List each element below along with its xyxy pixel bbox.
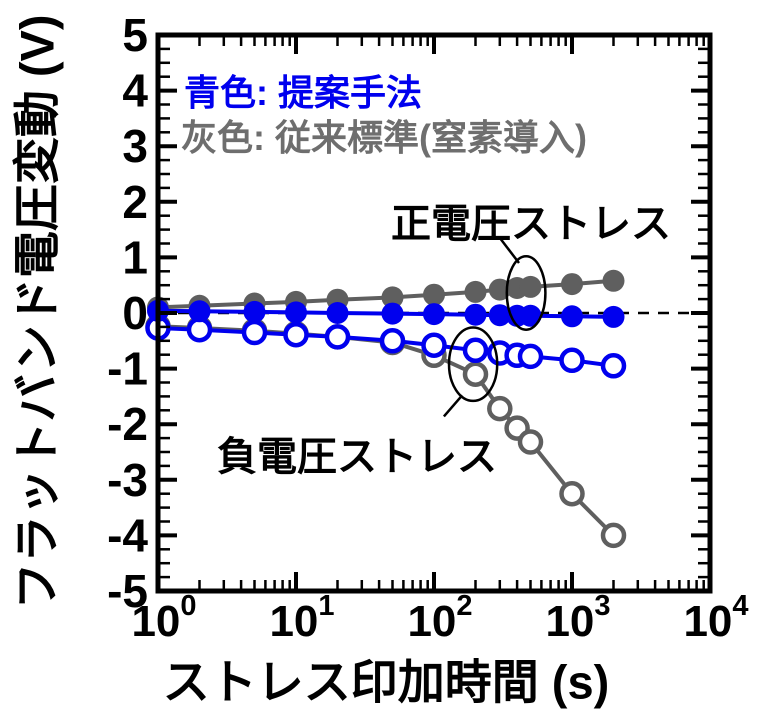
- x-tick-label: 104: [683, 590, 748, 646]
- y-tick-label: 1: [122, 231, 148, 283]
- y-tick-label: 2: [122, 176, 148, 228]
- y-tick-label: -1: [107, 343, 148, 395]
- annotation-pointer-line: [498, 237, 520, 264]
- x-tick-label: 101: [269, 590, 334, 646]
- x-axis-label: ストレス印加時間 (s): [162, 655, 610, 709]
- data-point: [602, 269, 625, 292]
- data-point: [283, 321, 309, 348]
- y-tick-label: -3: [107, 454, 148, 506]
- data-point: [517, 343, 544, 370]
- data-point: [381, 302, 404, 325]
- annotation-positive-voltage-stress: 正電圧ストレス: [391, 202, 671, 246]
- annotation-negative-voltage-stress: 負電圧ストレス: [217, 435, 497, 479]
- y-tick-label: 4: [122, 65, 148, 117]
- data-point: [561, 273, 583, 296]
- x-tick-label: 102: [407, 590, 472, 646]
- data-point: [423, 303, 445, 326]
- annotation-ellipse: [505, 255, 547, 331]
- data-point: [423, 283, 445, 306]
- data-point: [324, 324, 351, 350]
- data-point: [379, 328, 406, 354]
- data-point: [186, 316, 213, 343]
- data-point: [519, 275, 542, 298]
- data-point: [381, 286, 404, 309]
- y-tick-label: 3: [122, 120, 148, 172]
- data-point: [421, 332, 447, 358]
- data-point: [285, 301, 307, 324]
- y-axis-label: フラットバンド電圧変動 (V): [10, 14, 64, 610]
- data-point: [561, 305, 583, 328]
- data-point: [488, 304, 511, 327]
- data-point: [326, 302, 349, 324]
- legend-item-proposed: 青色: 提案手法: [184, 72, 422, 113]
- y-tick-label: 5: [122, 9, 148, 61]
- data-point: [602, 305, 625, 328]
- data-point: [517, 429, 544, 455]
- y-tick-label: -2: [107, 398, 148, 450]
- data-point: [243, 300, 266, 323]
- y-tick-label: 0: [122, 287, 148, 339]
- data-point: [462, 337, 489, 364]
- data-point: [462, 361, 489, 387]
- data-point: [559, 480, 585, 507]
- data-point: [488, 278, 511, 301]
- data-point: [600, 522, 627, 549]
- annotation-ellipse: [447, 326, 499, 403]
- data-point: [464, 303, 487, 326]
- plot-frame: [155, 32, 713, 594]
- data-point: [241, 319, 268, 346]
- data-point: [600, 353, 627, 379]
- legend-item-conventional: 灰色: 従来標準(窒素導入): [181, 117, 587, 158]
- data-point: [487, 395, 513, 422]
- y-tick-label: -4: [107, 509, 148, 561]
- data-point: [464, 280, 487, 303]
- data-point: [188, 300, 211, 323]
- data-point: [559, 347, 585, 374]
- data-point: [519, 304, 542, 327]
- x-tick-label: 103: [545, 590, 610, 646]
- y-tick-label: -5: [107, 565, 148, 617]
- x-tick-label: 100: [131, 590, 196, 646]
- annotation-pointer-line: [442, 394, 464, 418]
